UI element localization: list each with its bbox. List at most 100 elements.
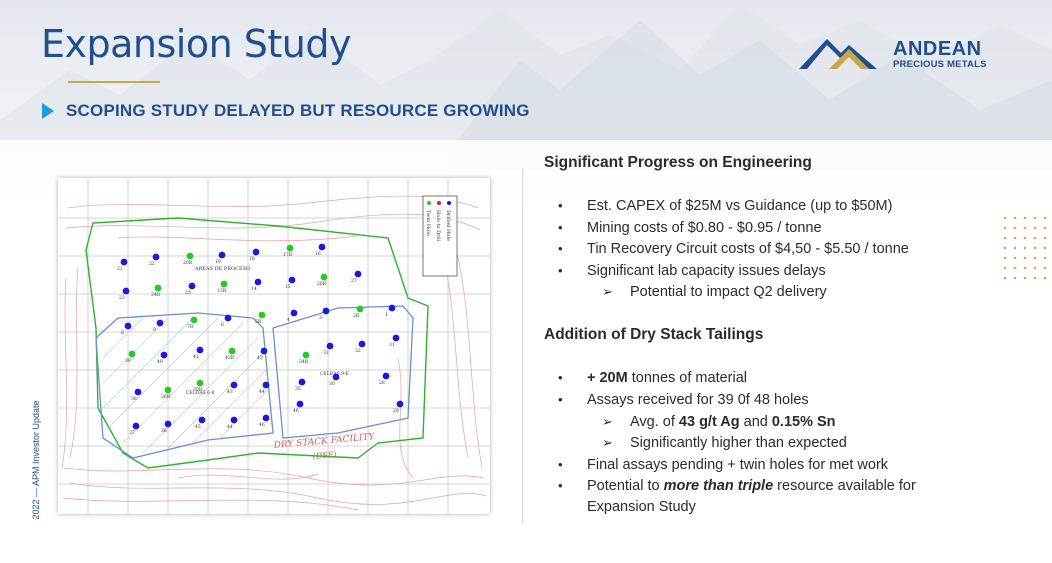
drilled-hole-marker [134, 388, 142, 396]
hole-label: 16 [315, 251, 321, 257]
twin-hole-marker [320, 273, 328, 281]
drilled-hole-marker [298, 378, 306, 386]
hole-label: 6 [221, 322, 224, 328]
drilled-hole-marker [262, 414, 270, 422]
engineering-heading: Significant Progress on Engineering [544, 154, 812, 171]
section-subtitle: SCOPING STUDY DELAYED BUT RESOURCE GROWI… [66, 101, 530, 120]
hole-label: 36R [161, 394, 171, 400]
title-underline [68, 81, 160, 83]
hole-label: 9 [153, 327, 156, 333]
twin-hole-marker [196, 379, 204, 387]
hole-label: 35 [295, 386, 301, 392]
hole-label: 33 [323, 350, 329, 356]
hole-label: 23 [119, 295, 125, 301]
legend-drilled-hole: Drilled Hole [445, 210, 451, 241]
dsf-hatching [102, 317, 269, 454]
side-footer-label: 2022 — APM Investor Update [31, 400, 41, 520]
hole-label: 1 [385, 312, 388, 318]
twin-hole-marker [356, 305, 364, 313]
hole-label: 18 [249, 256, 255, 262]
hole-label: 32 [355, 348, 361, 354]
engineering-bullet: • Tin Recovery Circuit costs of $4,50 - $… [558, 241, 909, 257]
hole-label: 40 [157, 359, 163, 365]
hole-label: 41 [193, 354, 199, 360]
hole-label: 45 [195, 424, 201, 430]
hole-label: 30 [329, 381, 335, 387]
hole-label: 13R [217, 288, 227, 294]
hole-label: 17R [283, 252, 293, 258]
hole-label: 29 [393, 408, 399, 414]
logo-tagline: PRECIOUS METALS [893, 59, 987, 70]
engineering-bullet: • Significant lab capacity issues delays [558, 263, 826, 279]
hole-label: 37 [129, 430, 135, 436]
tailings-bullet: • + 20M tonnes of material [558, 370, 748, 386]
tailings-sub-bullet: ➢ Avg. of 43 g/t Ag and 0.15% Sn [602, 414, 836, 430]
legend-hole-to-drill: Hole to Drill [435, 210, 441, 242]
drilled-hole-marker [318, 243, 326, 251]
hole-label: 26R [317, 281, 327, 287]
drilled-hole-marker [332, 373, 340, 381]
twin-hole-marker [186, 252, 194, 260]
drilled-hole-marker [252, 248, 260, 256]
hole-label: 34R [299, 359, 309, 365]
hole-label: 46 [259, 422, 265, 428]
tailings-bullet: • Final assays pending + twin holes for m… [558, 457, 889, 473]
twin-hole-marker [228, 347, 236, 355]
drill-map: Twin Hole Hole to Drill Drilled Hole ARE… [58, 178, 490, 514]
drilled-hole-marker [198, 416, 206, 424]
twin-hole-marker [302, 351, 310, 359]
cells-left-label: CELDAS 6-8 [186, 390, 214, 396]
plant-area-label: AREAS DE PROCESO [194, 266, 250, 272]
dot-grid-decoration [1003, 216, 1047, 280]
engineering-sub-bullet: ➢ Potential to impact Q2 delivery [602, 284, 827, 300]
hole-label: 39 [125, 358, 131, 364]
drilled-hole-marker [290, 309, 298, 317]
drilled-hole-marker [230, 416, 238, 424]
tailings-bullet: • Potential to more than triple resource … [558, 478, 916, 494]
hole-label: 28 [379, 380, 385, 386]
drilled-hole-marker [124, 322, 132, 330]
hole-label: 38 [131, 396, 137, 402]
tailings-bullet-continued: Expansion Study [587, 499, 696, 515]
bullet-dot: • [558, 457, 563, 472]
hole-label: 19 [215, 259, 221, 265]
topo-contours [61, 195, 487, 511]
drilled-hole-marker [354, 270, 362, 278]
twin-hole-marker [190, 316, 198, 324]
bullet-dot: • [558, 220, 563, 235]
tailings-bullet: • Assays received for 39 0f 48 holes [558, 392, 809, 408]
hole-label: 43 [227, 389, 233, 395]
drilled-hole-marker [164, 420, 172, 428]
tailings-heading: Addition of Dry Stack Tailings [544, 326, 764, 343]
drilled-hole-marker [254, 278, 262, 286]
map-legend-box: Twin Hole Hole to Drill Drilled Hole [422, 195, 458, 277]
twin-hole-marker [220, 280, 228, 288]
drilled-hole-marker [120, 258, 128, 266]
drilled-hole-marker [156, 319, 164, 327]
play-arrow-icon [42, 103, 54, 119]
drilled-hole-marker [188, 282, 196, 290]
page-title: Expansion Study [41, 22, 351, 66]
hole-label: 3 [319, 315, 322, 321]
hole-label: 36 [161, 428, 167, 434]
arrow-bullet-icon: ➢ [602, 435, 613, 450]
hole-label: 14 [251, 286, 257, 292]
legend-twin-hole: Twin Hole [425, 210, 431, 236]
drilled-hole-marker [382, 372, 390, 380]
bullet-dot: • [558, 198, 563, 213]
cells-right-label: CELDAS 9-E [320, 371, 349, 377]
hole-label: 44 [227, 424, 233, 430]
hole-label: 43 [257, 355, 263, 361]
twin-hole-marker [128, 350, 136, 358]
drilled-hole-marker [392, 334, 400, 342]
drilled-hole-marker [262, 381, 270, 389]
hole-label: 7R [187, 324, 194, 330]
twin-hole-marker [286, 244, 294, 252]
hole-label: 25 [185, 290, 191, 296]
engineering-bullet: • Mining costs of $0.80 - $0.95 / tonne [558, 220, 822, 236]
subtitle-row: SCOPING STUDY DELAYED BUT RESOURCE GROWI… [42, 101, 530, 121]
hole-label: 5R [255, 319, 262, 325]
hole-label: 44 [259, 389, 265, 395]
drilled-hole-marker [224, 314, 232, 322]
